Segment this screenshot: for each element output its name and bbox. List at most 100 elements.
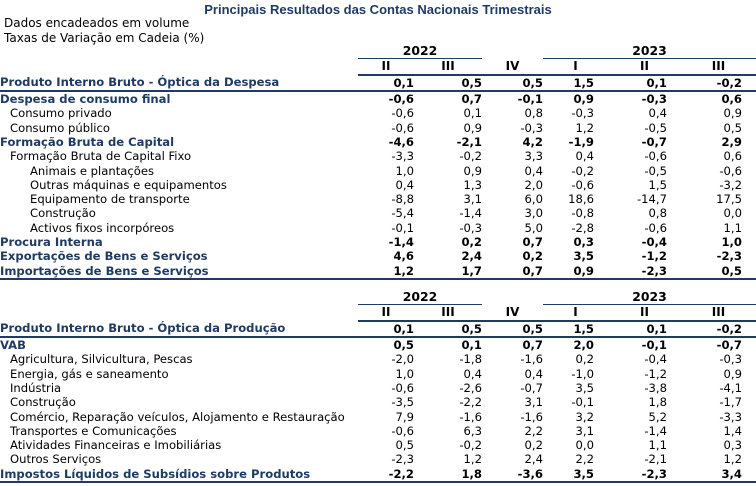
row-label: Impostos Líquidos de Subsídios sobre Pro…	[0, 466, 358, 483]
value-cell: 0,5	[723, 120, 742, 135]
value-cell: 0,4	[648, 106, 667, 121]
value-cell: 0,3	[573, 235, 594, 249]
value-cell: 3,3	[524, 149, 543, 164]
table-row: Procura Interna -1,4 0,2 0,7 0,3 -0,4 1,0	[0, 235, 756, 249]
value-cell: -1,2	[641, 249, 667, 264]
value-cell: -3,3	[391, 149, 414, 164]
table-row: Energia, gás e saneamento 1,0 0,4 0,4 -1,0 -1…	[0, 366, 756, 381]
value-cell: 2,0	[524, 177, 543, 192]
value-cell: 0,4	[395, 177, 414, 192]
table-row: Indústria -0,6 -2,6 -0,7 3,5 -3,8 -4,1	[0, 381, 756, 395]
year-2023-header: 2023	[543, 44, 756, 60]
value-cell: 3,4	[681, 466, 756, 483]
value-cell: 0,5	[395, 438, 414, 453]
value-cell: -0,6	[571, 177, 594, 192]
value-cell: 1,0	[395, 163, 414, 178]
year-2023-header: 2023	[543, 290, 756, 306]
value-cell: 1,8	[648, 395, 667, 410]
quarter-header: II	[608, 58, 681, 76]
value-cell: -1,2	[644, 366, 667, 381]
value-cell: 0,5	[482, 74, 543, 92]
value-cell: -2,1	[456, 134, 482, 149]
value-cell: 6,3	[463, 423, 482, 438]
value-cell: -0,7	[641, 134, 667, 149]
table-row: Animais e plantações 1,0 0,9 0,4 -0,2 -0,5 -0,…	[0, 163, 756, 178]
row-label: Formação Bruta de Capital Fixo	[10, 149, 192, 164]
value-cell: 4,6	[393, 249, 414, 264]
quarter-header: IV	[482, 58, 543, 76]
quarter-header: III	[414, 58, 482, 76]
value-cell: 5,2	[648, 409, 667, 424]
value-cell: -0,5	[644, 120, 667, 135]
value-cell: -8,8	[391, 192, 414, 207]
value-cell: -0,2	[459, 149, 482, 164]
value-cell: -0,6	[388, 92, 414, 107]
value-cell: -0,6	[644, 149, 667, 164]
value-cell: 2,9	[721, 134, 742, 149]
value-cell: 0,8	[524, 106, 543, 121]
table-row: Transportes e Comunicações -0,6 6,3 2,2 3,1 -…	[0, 424, 756, 438]
value-cell: 3,0	[524, 206, 543, 221]
value-cell: 0,1	[461, 338, 482, 353]
value-cell: 0,1	[608, 320, 681, 338]
row-label: VAB	[0, 338, 26, 353]
expenditure-table: 2022 2023 II III IV I II III Produto Int…	[0, 44, 756, 280]
value-cell: -1,6	[520, 409, 543, 424]
value-cell: -0,4	[644, 352, 667, 367]
value-cell: 0,7	[461, 92, 482, 107]
row-label: Energia, gás e saneamento	[10, 366, 169, 381]
value-cell: -2,6	[459, 380, 482, 395]
value-cell: -0,6	[719, 163, 742, 178]
value-cell: 0,9	[723, 106, 742, 121]
table-row: Outros Serviços -2,3 1,2 2,4 2,2 -2,1 1,2	[0, 452, 756, 466]
table-row: Consumo público -0,6 0,9 -0,3 1,2 -0,5 0,5	[0, 120, 756, 135]
value-cell: -5,4	[391, 206, 414, 221]
value-cell: 0,7	[522, 235, 543, 249]
value-cell: 0,4	[524, 366, 543, 381]
value-cell: -2,0	[391, 352, 414, 367]
value-cell: 1,2	[575, 120, 594, 135]
value-cell: 1,0	[721, 235, 742, 249]
value-cell: 1,2	[358, 263, 414, 280]
year-2022-header: 2022	[358, 44, 482, 60]
value-cell: -2,3	[716, 249, 742, 264]
table-row: Agricultura, Silvicultura, Pescas -2,0 -1,…	[0, 352, 756, 366]
value-cell: 5,0	[524, 220, 543, 235]
value-cell: 0,8	[648, 206, 667, 221]
table-row: Consumo privado -0,6 0,1 0,8 -0,3 0,4 0,9	[0, 106, 756, 120]
value-cell: 0,1	[358, 74, 414, 92]
quarter-header: III	[681, 304, 756, 322]
quarter-header: III	[681, 58, 756, 76]
row-label: Atividades Financeiras e Imobiliárias	[10, 438, 222, 453]
value-cell: 0,5	[681, 263, 756, 280]
value-cell: 17,5	[716, 192, 742, 207]
value-cell: -0,6	[391, 106, 414, 121]
value-cell: 3,1	[524, 395, 543, 410]
value-cell: -2,3	[391, 452, 414, 467]
value-cell: 0,5	[482, 320, 543, 338]
value-cell: 0,9	[543, 263, 608, 280]
table-row: Produto Interno Bruto - Óptica da Produç…	[0, 320, 756, 338]
row-label: Outras máquinas e equipamentos	[30, 177, 227, 192]
page-title: Principais Resultados das Contas Naciona…	[204, 2, 552, 17]
value-cell: -3,3	[719, 409, 742, 424]
value-cell: -0,2	[681, 74, 756, 92]
production-table: 2022 2023 II III IV I II III Produto Int…	[0, 290, 756, 483]
value-cell: -0,1	[641, 338, 667, 353]
value-cell: -0,4	[641, 235, 667, 249]
value-cell: 3,2	[575, 409, 594, 424]
value-cell: -0,2	[681, 320, 756, 338]
value-cell: 18,6	[568, 192, 594, 207]
value-cell: -2,2	[358, 466, 414, 483]
value-cell: 1,0	[395, 366, 414, 381]
value-cell: -0,2	[459, 438, 482, 453]
value-cell: 1,2	[723, 452, 742, 467]
value-cell: 6,0	[524, 192, 543, 207]
row-label: Animais e plantações	[30, 163, 154, 178]
table-row: Construção -3,5 -2,2 3,1 -0,1 1,8 -1,7	[0, 395, 756, 409]
table-row: Despesa de consumo final -0,6 0,7 -0,1 0,9 -0…	[0, 91, 756, 106]
row-label: Produto Interno Bruto - Óptica da Despes…	[0, 74, 358, 92]
table-row: Atividades Financeiras e Imobiliárias 0,5…	[0, 438, 756, 452]
value-cell: 0,5	[414, 74, 482, 92]
value-cell: 0,2	[461, 235, 482, 249]
